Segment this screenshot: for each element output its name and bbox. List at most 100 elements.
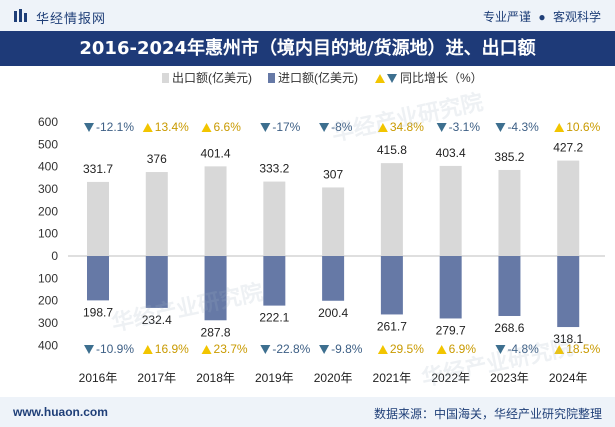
slogan-right: 客观科学 [552, 10, 601, 24]
x-tick-label: 2022年 [431, 371, 470, 385]
export-bar [263, 181, 286, 256]
legend-swatch-import [268, 73, 275, 83]
import-growth-label: 23.7% [214, 342, 248, 356]
slogan-left: 专业严谨 [483, 10, 532, 24]
y-tick-label: 100 [38, 227, 58, 241]
export-growth-increase-icon [142, 123, 153, 132]
export-growth-decrease-icon [436, 123, 447, 132]
import-growth-increase-icon [201, 345, 212, 354]
legend-label-export: 出口额(亿美元) [172, 70, 252, 85]
import-value-label: 261.7 [377, 319, 407, 333]
footer-bar: www.huaon.com 数据来源：中国海关，华经产业研究院整理 [0, 397, 615, 427]
export-bar [380, 163, 403, 256]
export-bar [498, 169, 521, 256]
y-tick-label: 400 [38, 338, 58, 352]
export-growth-label: -12.1% [96, 120, 134, 134]
import-growth-label: -4.8% [507, 342, 539, 356]
import-value-label: 200.4 [318, 306, 348, 320]
import-growth-decrease-icon [260, 345, 271, 354]
import-growth-label: -22.8% [272, 342, 310, 356]
export-bar [557, 160, 580, 256]
y-tick-label: 200 [38, 204, 58, 218]
export-growth-label: 6.6% [214, 120, 242, 134]
legend-label-growth: 同比增长（%） [400, 71, 483, 85]
export-growth-increase-icon [377, 123, 388, 132]
import-bar [439, 256, 462, 319]
export-value-label: 401.4 [201, 146, 231, 160]
import-growth-increase-icon [142, 345, 153, 354]
export-growth-increase-icon [201, 123, 212, 132]
import-growth-decrease-icon [84, 345, 94, 354]
export-growth-decrease-icon [319, 123, 330, 132]
import-value-label: 318.1 [553, 332, 583, 346]
legend-decrease-icon [387, 74, 397, 83]
import-value-label: 268.6 [494, 321, 524, 335]
export-growth-decrease-icon [84, 123, 94, 132]
import-growth-increase-icon [377, 345, 388, 354]
export-growth-label: -8% [331, 120, 353, 134]
export-growth-label: 10.6% [566, 120, 600, 134]
import-value-label: 222.1 [259, 311, 289, 325]
x-tick-label: 2023年 [490, 371, 529, 385]
export-value-label: 427.2 [553, 141, 583, 155]
export-bar [204, 166, 227, 256]
import-growth-increase-icon [436, 345, 447, 354]
export-value-label: 307 [323, 167, 343, 181]
website-link[interactable]: www.huaon.com [13, 405, 108, 419]
export-value-label: 376 [147, 152, 167, 166]
brand-logo-icon [14, 9, 27, 22]
export-growth-label: 13.4% [155, 120, 189, 134]
export-growth-label: -17% [272, 120, 300, 134]
import-bar [380, 256, 403, 315]
import-growth-label: 18.5% [566, 342, 600, 356]
import-growth-label: 29.5% [390, 342, 424, 356]
import-bar [498, 256, 521, 316]
slogan-separator: ● [538, 10, 546, 24]
import-bar [204, 256, 227, 321]
brand-name: 华经情报网 [36, 11, 107, 26]
x-tick-label: 2019年 [255, 371, 294, 385]
import-value-label: 232.4 [142, 313, 172, 327]
import-value-label: 198.7 [83, 305, 113, 319]
x-tick-label: 2020年 [314, 371, 353, 385]
slogan: 专业严谨 ● 客观科学 [483, 8, 601, 25]
export-bar [322, 187, 345, 256]
chart-title: 2016-2024年惠州市（境内目的地/货源地）进、出口额 [79, 38, 536, 59]
import-bar [557, 256, 580, 328]
import-growth-increase-icon [554, 345, 565, 354]
legend-increase-icon [375, 74, 385, 83]
y-tick-label: 400 [38, 160, 58, 174]
import-growth-decrease-icon [495, 345, 506, 354]
export-bar [87, 181, 109, 256]
import-growth-label: 6.9% [449, 342, 477, 356]
legend-label-import: 进口额(亿美元) [278, 70, 358, 85]
export-bar [145, 172, 168, 256]
y-tick-label: 300 [38, 182, 58, 196]
x-tick-label: 2017年 [137, 371, 176, 385]
export-growth-decrease-icon [495, 123, 506, 132]
import-bar [263, 256, 286, 306]
y-tick-label: 500 [38, 137, 58, 151]
y-tick-label: 200 [38, 294, 58, 308]
export-growth-decrease-icon [260, 123, 271, 132]
export-value-label: 415.8 [377, 143, 407, 157]
export-growth-label: 34.8% [390, 120, 424, 134]
export-value-label: 385.2 [494, 150, 524, 164]
x-tick-label: 2016年 [79, 371, 118, 385]
export-value-label: 331.7 [83, 162, 113, 176]
import-value-label: 279.7 [436, 323, 466, 337]
y-tick-label: 600 [38, 115, 58, 129]
export-bar [439, 165, 462, 256]
export-growth-label: -4.3% [507, 120, 539, 134]
export-growth-increase-icon [554, 123, 565, 132]
title-bar: 2016-2024年惠州市（境内目的地/货源地）进、出口额 [0, 31, 615, 66]
top-bar: 华经情报网 专业严谨 ● 客观科学 [0, 0, 615, 31]
y-tick-label: 100 [38, 271, 58, 285]
import-growth-label: 16.9% [155, 342, 189, 356]
legend-swatch-export [162, 73, 169, 83]
y-tick-label: 300 [38, 316, 58, 330]
import-growth-label: -10.9% [96, 342, 134, 356]
export-value-label: 333.2 [259, 162, 289, 176]
y-tick-label: 0 [51, 249, 58, 263]
data-source: 数据来源：中国海关，华经产业研究院整理 [373, 407, 602, 421]
